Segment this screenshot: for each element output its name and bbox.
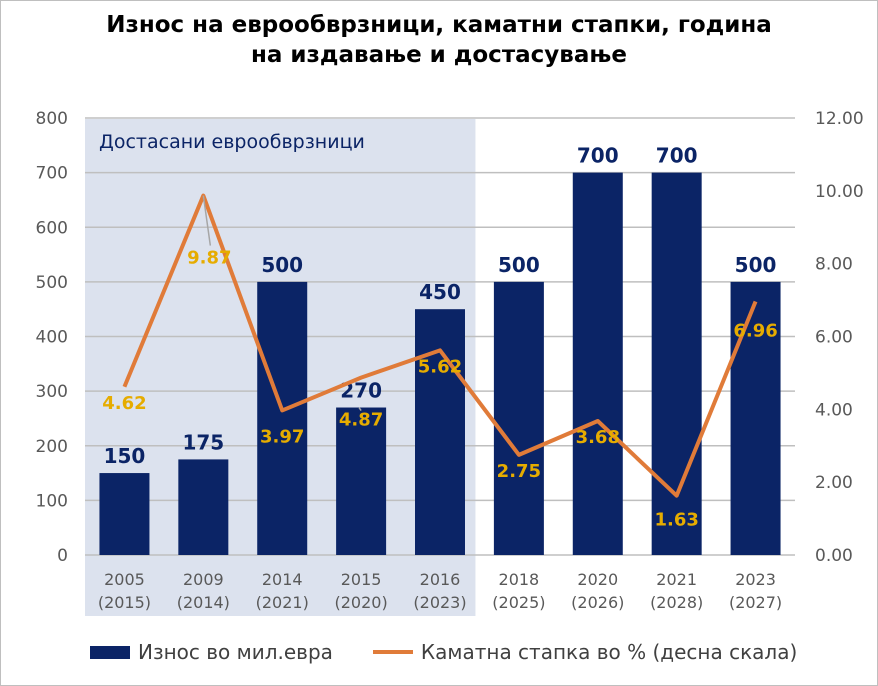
rate-value-label: 5.62: [418, 356, 462, 377]
rate-value-label: 1.63: [654, 510, 698, 531]
title-line-2: на издавање и достасување: [251, 42, 627, 68]
legend: Износ во мил.евра Каматна стапка во % (д…: [90, 640, 797, 664]
left-tick-label: 800: [36, 109, 68, 129]
legend-line-label: Каматна стапка во % (десна скала): [420, 640, 798, 664]
bar: [651, 172, 702, 555]
legend-bar-label: Износ во мил.евра: [138, 640, 333, 664]
rate-value-label: 3.68: [576, 427, 620, 448]
bar: [178, 459, 229, 555]
left-tick-label: 100: [36, 491, 68, 511]
x-tick-label: 2016: [420, 570, 461, 589]
leader-line: [202, 195, 212, 246]
bar-value-label: 500: [261, 253, 303, 277]
x-tick-label: (2023): [413, 593, 466, 612]
bar-value-label: 500: [735, 253, 777, 277]
bar-value-label: 500: [498, 253, 540, 277]
left-tick-label: 0: [57, 546, 68, 566]
right-tick-label: 6.00: [815, 328, 853, 348]
x-tick-label: 2005: [104, 570, 145, 589]
bar-value-label: 175: [182, 430, 224, 454]
x-tick-label: (2028): [650, 593, 703, 612]
left-tick-label: 500: [36, 273, 68, 293]
bar: [730, 281, 781, 555]
shaded-region-label: Достасани еврообврзници: [99, 131, 365, 153]
bar: [572, 172, 623, 555]
right-tick-label: 0.00: [815, 546, 853, 566]
legend-line-swatch: [372, 650, 413, 654]
x-tick-label: 2018: [499, 570, 540, 589]
right-tick-label: 10.00: [815, 182, 864, 202]
rate-value-label: 4.87: [339, 410, 383, 431]
rate-value-label: 3.97: [260, 426, 304, 447]
rate-line: [122, 193, 758, 498]
left-tick-label: 600: [36, 218, 68, 238]
bar: [99, 473, 150, 555]
bar: [257, 281, 308, 555]
chart-title: Износ на еврообврзници, каматни стапки, …: [0, 10, 878, 70]
x-tick-label: (2020): [335, 593, 388, 612]
bar-value-label: 700: [577, 144, 619, 168]
left-tick-label: 400: [36, 328, 68, 348]
bar: [336, 407, 387, 555]
bar-value-label: 700: [656, 144, 698, 168]
x-tick-label: (2025): [492, 593, 545, 612]
x-tick-label: (2021): [256, 593, 309, 612]
bar: [493, 281, 544, 555]
x-tick-label: (2026): [571, 593, 624, 612]
bar: [415, 309, 465, 555]
x-tick-label: 2021: [656, 570, 697, 589]
left-tick-label: 200: [36, 437, 68, 457]
right-tick-label: 2.00: [815, 473, 853, 493]
x-tick-label: 2020: [577, 570, 618, 589]
rate-value-label: 2.75: [497, 461, 541, 482]
x-tick-label: 2009: [183, 570, 224, 589]
leader-line: [358, 407, 362, 411]
x-tick-label: 2015: [341, 570, 382, 589]
right-tick-label: 4.00: [815, 400, 853, 420]
right-tick-label: 8.00: [815, 255, 853, 275]
left-tick-label: 700: [36, 164, 68, 184]
rate-value-label: 4.62: [102, 393, 146, 414]
rate-value-label: 9.87: [187, 248, 231, 269]
right-tick-label: 12.00: [815, 109, 864, 129]
left-tick-label: 300: [36, 382, 68, 402]
title-line-1: Износ на еврообврзници, каматни стапки, …: [106, 12, 772, 38]
rate-value-label: 6.96: [733, 321, 777, 342]
x-tick-label: (2027): [729, 593, 782, 612]
bar-value-label: 450: [419, 280, 461, 304]
x-tick-label: (2014): [177, 593, 230, 612]
x-tick-label: 2014: [262, 570, 303, 589]
legend-bar-swatch: [90, 645, 130, 659]
x-tick-label: (2015): [98, 593, 151, 612]
bar-value-label: 150: [104, 444, 146, 468]
x-tick-label: 2023: [735, 570, 776, 589]
